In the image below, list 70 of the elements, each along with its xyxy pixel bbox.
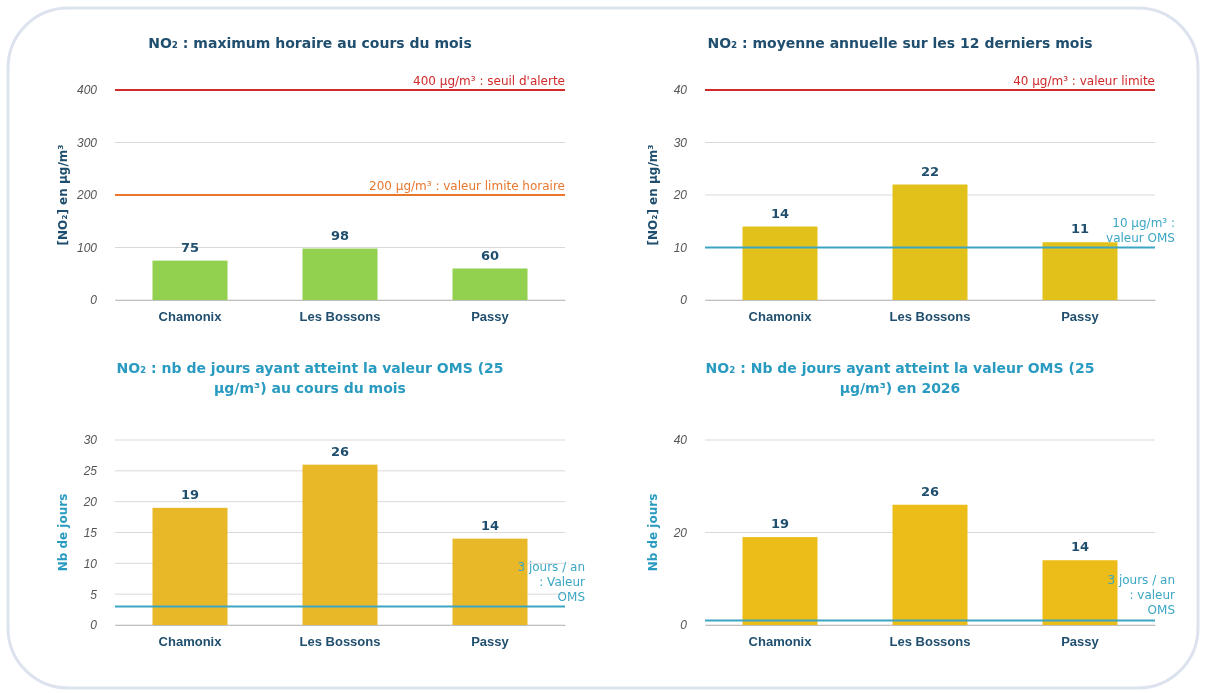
y-axis-title: [NO₂] en µg/m³ (56, 144, 70, 246)
y-tick-label: 40 (673, 433, 688, 448)
bar (452, 268, 528, 300)
bar (892, 184, 968, 300)
y-axis-title: Nb de jours (646, 493, 660, 572)
ref-line-label: 10 µg/m³ : valeur OMS (1106, 215, 1175, 245)
bar (1042, 242, 1118, 300)
ref-line-label: 400 µg/m³ : seuil d'alerte (413, 74, 565, 88)
data-label: 14 (480, 517, 500, 533)
chart-title: NO₂ : maximum horaire au cours du mois (148, 35, 472, 51)
x-tick-label: Passy (471, 634, 510, 650)
x-tick-label: Passy (471, 309, 510, 325)
y-tick-label: 0 (680, 618, 688, 633)
y-tick-label: 0 (680, 293, 688, 308)
ref-line-label: 200 µg/m³ : valeur limite horaire (369, 179, 565, 193)
data-label: 19 (180, 486, 200, 502)
ref-line-label: 3 jours / an : Valeur OMS (517, 559, 586, 604)
data-label: 60 (480, 247, 500, 263)
y-tick-label: 30 (673, 135, 688, 150)
x-tick-label: Passy (1061, 309, 1100, 325)
y-tick-label: 40 (673, 83, 688, 98)
ref-line-label: 3 jours / an : valeur OMS (1107, 573, 1176, 618)
y-tick-label: 0 (90, 618, 98, 633)
bar (742, 226, 818, 300)
data-label: 75 (180, 239, 200, 255)
bar (152, 260, 228, 300)
y-tick-label: 200 (75, 188, 98, 203)
y-tick-label: 20 (82, 495, 98, 510)
data-label: 19 (770, 516, 790, 532)
x-tick-label: Les Bossons (889, 309, 971, 325)
y-tick-label: 100 (76, 240, 98, 255)
data-label: 11 (1070, 221, 1090, 237)
y-tick-label: 10 (83, 556, 98, 571)
y-tick-label: 5 (90, 587, 98, 602)
x-tick-label: Chamonix (748, 309, 813, 325)
bar (452, 538, 528, 625)
x-tick-label: Chamonix (158, 309, 223, 325)
bar (152, 507, 228, 625)
chart-title: NO₂ : Nb de jours ayant atteint la valeur OMS (25 µg/m³) en 2026 (705, 360, 1095, 396)
bar (302, 464, 378, 625)
data-label: 26 (330, 443, 350, 459)
y-tick-label: 300 (76, 135, 98, 150)
data-label: 22 (920, 163, 940, 179)
x-tick-label: Les Bossons (299, 309, 381, 325)
y-tick-label: 20 (672, 188, 688, 203)
y-tick-label: 20 (672, 525, 688, 540)
ref-line-label: 40 µg/m³ : valeur limite (1013, 74, 1155, 88)
chart-title: NO₂ : nb de jours ayant atteint la valeur OMS (25 µg/m³) au cours du mois (116, 360, 504, 396)
x-tick-label: Passy (1061, 634, 1100, 650)
y-tick-label: 10 (673, 240, 688, 255)
y-axis-title: Nb de jours (56, 493, 70, 572)
y-tick-label: 15 (83, 525, 98, 540)
x-tick-label: Chamonix (748, 634, 813, 650)
y-tick-label: 0 (90, 293, 98, 308)
x-tick-label: Chamonix (158, 634, 223, 650)
bar (1042, 560, 1118, 625)
data-label: 14 (1070, 539, 1090, 555)
data-label: 14 (770, 205, 790, 221)
y-tick-label: 25 (82, 464, 98, 479)
y-tick-label: 400 (76, 83, 98, 98)
x-tick-label: Les Bossons (889, 634, 971, 650)
y-axis-title: [NO₂] en µg/m³ (646, 144, 660, 246)
chart-title: NO₂ : moyenne annuelle sur les 12 derniers mois (707, 35, 1093, 51)
bar (742, 537, 818, 625)
y-tick-label: 30 (83, 433, 98, 448)
data-label: 26 (920, 483, 940, 499)
bar (892, 504, 968, 625)
x-tick-label: Les Bossons (299, 634, 381, 650)
data-label: 98 (330, 227, 350, 243)
bar (302, 248, 378, 300)
